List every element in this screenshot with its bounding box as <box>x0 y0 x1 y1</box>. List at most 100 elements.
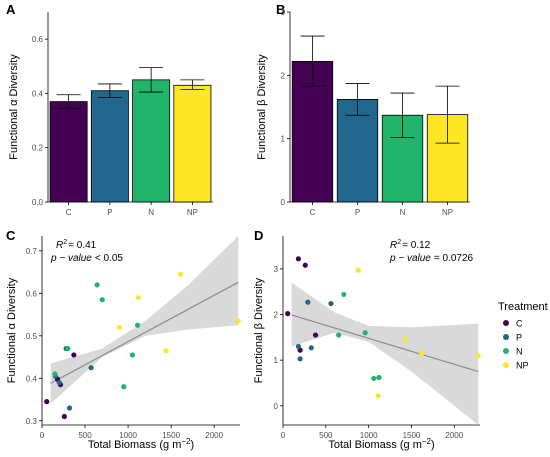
panel-d-point-np <box>419 350 425 356</box>
treatment-legend: Treatment CPN NP <box>498 301 548 371</box>
legend-swatch-p <box>503 334 509 340</box>
legend-swatch-c <box>503 320 509 326</box>
panel-d-point-c <box>285 311 291 317</box>
legend-title: Treatment <box>498 301 548 313</box>
panel-d-point-n <box>376 374 382 381</box>
panel-a-y-tick-label: 0.6 <box>32 35 44 44</box>
panel-a-error-bar-n <box>139 67 164 93</box>
panel-d-y-tick-label: 1 <box>274 356 279 365</box>
panel-b-error-bar-n <box>390 92 415 138</box>
legend-label-p: P <box>516 333 522 343</box>
panel-d-p-annotation: p − value = 0.0726 <box>389 253 474 264</box>
legend-swatch-n <box>503 348 509 354</box>
panel-d-point-n <box>371 375 377 382</box>
panel-d-tick-labels: 0 1 2 3 0 500 1000 1500 2000 <box>274 265 464 440</box>
panel-a-x-tick-label: P <box>107 208 112 217</box>
panel-d-r2-annotation: R2= 0.12 <box>390 239 431 251</box>
panel-d-y-axis-label: Functional β Diversity <box>253 277 265 383</box>
panel-a-error-bar-c <box>56 94 81 109</box>
panel-c-plot-area <box>41 236 241 426</box>
panel-c-point-np <box>135 294 142 301</box>
panel-c-y-tick-label: 0.6 <box>26 289 38 298</box>
panel-a-x-tick-label: NP <box>187 208 198 217</box>
panel-c-y-tick-label: 0.3 <box>26 417 38 426</box>
panel-label-b: B <box>276 2 285 17</box>
panel-d-point-p <box>305 299 311 305</box>
panel-a-bar-c <box>49 101 88 203</box>
panel-a-bar-n <box>132 79 171 203</box>
panel-d-point-np <box>375 393 381 399</box>
panel-d-point-p <box>328 300 334 307</box>
panel-b-error-bar-c <box>300 35 325 87</box>
panel-d-y-tick-label: 0 <box>274 402 279 411</box>
panel-d-y-tick-label: 2 <box>274 311 279 320</box>
panel-c-point-n <box>65 345 71 352</box>
panel-c-y-axis-label: Functional α Diversity <box>6 277 18 383</box>
panel-c-x-axis-label: Total Biomass (g m−2) <box>88 437 194 451</box>
panel-d-point-np <box>475 353 481 359</box>
panel-c-p-symbol: p − value <box>50 253 92 264</box>
panel-b-y-axis-label: Functional β Diversity <box>256 54 268 160</box>
panel-d-scatter-chart: 0 1 2 3 0 500 1000 1500 2000 Functional β Divers… <box>253 236 481 451</box>
panel-d-point-n <box>341 291 347 298</box>
panel-c-point-n <box>121 384 127 390</box>
panel-b-tick-labels: 0 1 2 3 C P N NP <box>281 8 454 217</box>
panel-c-y-tick-label: 0.7 <box>26 247 38 256</box>
panel-b-x-tick-label: P <box>355 208 360 217</box>
panel-c-y-tick-label: 0.4 <box>26 374 38 383</box>
panel-d-r2-exponent: 2 <box>397 239 401 246</box>
panel-a-plot-area <box>47 12 213 203</box>
panel-a-bar-p <box>90 90 129 203</box>
panel-a-error-bar-np <box>180 79 205 90</box>
panel-a-x-tick-label: N <box>148 208 154 217</box>
panel-c-point-c <box>44 399 50 405</box>
panel-c-confidence-band <box>50 236 239 404</box>
legend-label-n: N <box>516 347 523 357</box>
panel-d-x-axis-label-text: Total Biomass (g m <box>328 439 422 451</box>
legend-label-c: C <box>516 319 523 329</box>
panel-c-point-n <box>129 352 135 358</box>
panel-c-r2-annotation: R2= 0.41 <box>56 239 97 251</box>
panel-d-x-tick-label: 1500 <box>403 431 421 440</box>
panel-a-error-bar-p <box>97 83 122 98</box>
panel-c-r2-value: = 0.41 <box>68 240 97 251</box>
panel-d-r2-value: = 0.12 <box>402 240 431 251</box>
panel-d-point-c <box>302 262 308 268</box>
panel-b-y-tick-label: 1 <box>281 135 286 144</box>
panel-c-y-tick-label: 0.5 <box>26 332 38 341</box>
panel-d-confidence-band <box>291 282 479 425</box>
panel-label-d: D <box>254 228 263 243</box>
panel-a-bar-np <box>173 84 212 203</box>
legend-items: CPN NP <box>503 319 529 371</box>
panel-d-plot-area <box>282 236 481 426</box>
panel-a-y-axis-label: Functional α Diversity <box>8 54 20 160</box>
panel-a-y-tick-label: 0.0 <box>32 198 44 207</box>
panel-c-x-tick-label: 1500 <box>162 431 180 440</box>
panel-d-y-tick-label: 3 <box>274 265 279 274</box>
panel-d-x-axis-exponent: −2 <box>422 437 432 446</box>
panel-a-x-tick-label: C <box>66 208 72 217</box>
panel-b-error-bar-p <box>345 83 370 116</box>
panel-c-r2-symbol: R <box>56 240 63 251</box>
panel-d-point-c <box>295 256 302 262</box>
panel-c-tick-labels: 0.3 0.4 0.5 0.6 0.7 0 500 1000 1500 2000 <box>26 247 224 440</box>
panel-d-x-axis-label: Total Biomass (g m−2) <box>328 437 434 451</box>
panel-d-x-axis-close-paren: ) <box>431 439 435 451</box>
panel-c-regression-line <box>50 281 239 384</box>
panel-d-point-p <box>295 343 302 350</box>
panel-b-error-bar-np <box>435 85 460 144</box>
panel-d-point-n <box>336 332 342 338</box>
panel-c-point-np <box>116 324 123 330</box>
panel-d-x-tick-label: 500 <box>319 431 333 440</box>
panel-c-point-n <box>52 371 58 377</box>
panel-d-x-tick-label: 1000 <box>360 431 378 440</box>
panel-c-point-c <box>61 413 67 420</box>
panel-c-point-n <box>134 322 141 328</box>
panel-d-point-np <box>402 337 409 343</box>
panel-d-point-p <box>308 345 314 351</box>
panel-c-x-tick-label: 2000 <box>205 431 223 440</box>
panel-c-point-np <box>178 271 184 277</box>
panel-d-x-tick-label: 0 <box>281 431 286 440</box>
legend-swatch-np <box>503 362 509 368</box>
